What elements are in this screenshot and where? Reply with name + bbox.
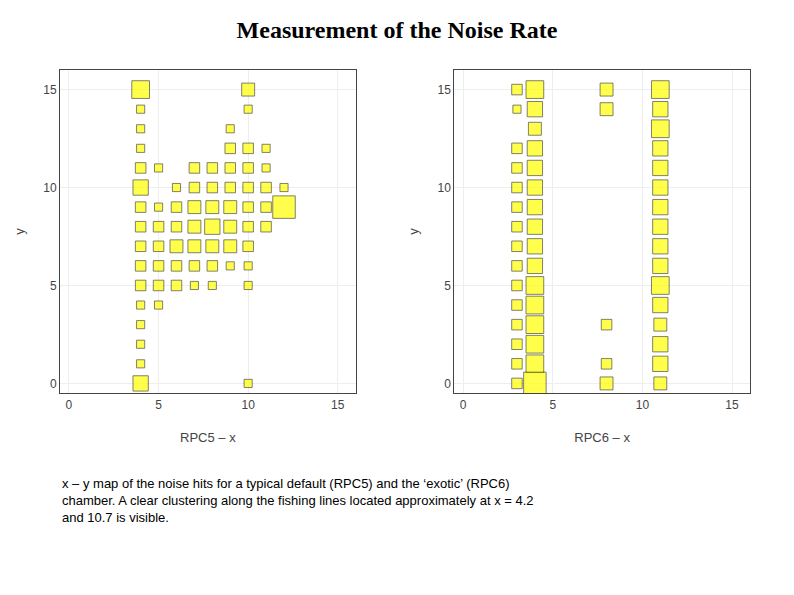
svg-text:5: 5 — [50, 279, 57, 293]
svg-text:0: 0 — [66, 398, 73, 412]
svg-text:5: 5 — [549, 398, 556, 412]
svg-text:0: 0 — [444, 377, 451, 391]
svg-text:x – y map of the noise hits fo: x – y map of the noise hits for a typica… — [62, 476, 534, 525]
svg-text:5: 5 — [155, 398, 162, 412]
svg-text:y: y — [12, 228, 27, 235]
svg-text:15: 15 — [725, 398, 739, 412]
svg-text:0: 0 — [460, 398, 467, 412]
svg-text:15: 15 — [437, 83, 451, 97]
svg-text:10: 10 — [241, 398, 255, 412]
svg-text:Measurement of the Noise Rate: Measurement of the Noise Rate — [237, 17, 558, 43]
svg-text:y: y — [406, 228, 421, 235]
svg-text:10: 10 — [437, 181, 451, 195]
svg-text:0: 0 — [50, 377, 57, 391]
svg-text:15: 15 — [43, 83, 57, 97]
svg-text:RPC5 – x: RPC5 – x — [180, 430, 236, 445]
svg-text:10: 10 — [636, 398, 650, 412]
svg-text:RPC6 – x: RPC6 – x — [574, 430, 630, 445]
svg-text:5: 5 — [444, 279, 451, 293]
svg-text:15: 15 — [331, 398, 345, 412]
svg-text:10: 10 — [43, 181, 57, 195]
